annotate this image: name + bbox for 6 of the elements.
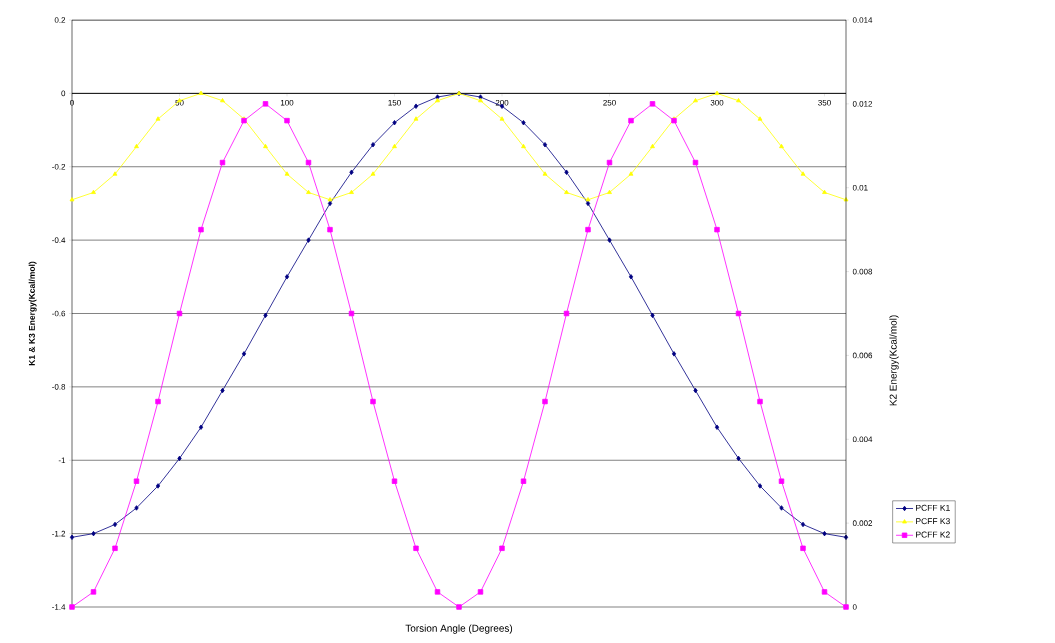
y-axis-title: K1 & K3 Energy(Kcal/mol)	[28, 261, 37, 366]
legend-label: PCFF K2	[916, 531, 950, 538]
legend-label: PCFF K3	[916, 518, 950, 525]
y2-axis-title: K2 Energy(Kcal/mol)	[889, 315, 899, 406]
x-axis-title: Torsion Angle (Degrees)	[405, 624, 513, 634]
legend-label: PCFF K1	[916, 504, 950, 511]
